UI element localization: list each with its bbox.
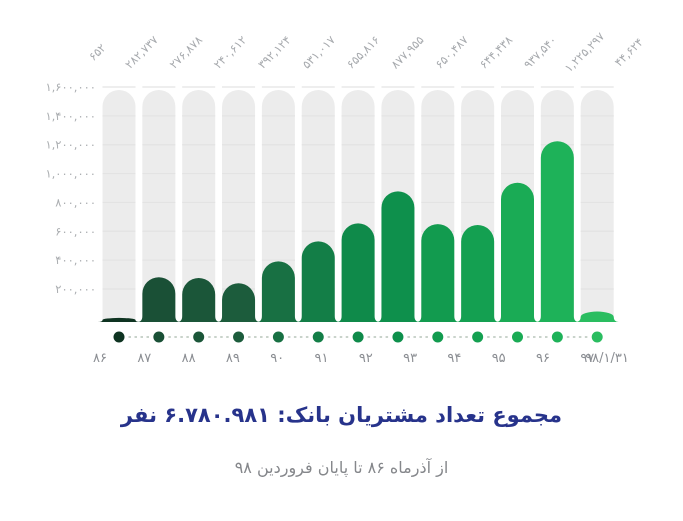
timeline-dot bbox=[312, 331, 324, 343]
y-axis-tick-label: ۶۰۰,۰۰۰ bbox=[55, 224, 96, 238]
bar-track bbox=[142, 90, 176, 322]
x-axis-label: ۹۱ bbox=[315, 351, 329, 366]
bar-value-label: ۵۳۱,۰۱۷ bbox=[299, 33, 338, 72]
timeline-dot bbox=[512, 331, 523, 343]
bar-value-label: ۹۳۷,۵۴۰ bbox=[521, 33, 560, 72]
bar-1 bbox=[97, 317, 141, 322]
bar-9 bbox=[416, 224, 460, 322]
y-axis-tick-label: ۸۰۰,۰۰۰ bbox=[55, 195, 96, 209]
timeline-dot bbox=[392, 331, 404, 343]
x-axis-label: ۹۴ bbox=[447, 351, 461, 366]
y-axis-tick-label: ۱,۴۰۰,۰۰۰ bbox=[45, 109, 96, 123]
timeline-dot bbox=[472, 331, 484, 343]
y-axis-tick-label: ۱,۲۰۰,۰۰۰ bbox=[45, 138, 96, 152]
x-axis-label: ۹۷ bbox=[580, 351, 594, 366]
bar-10 bbox=[456, 225, 500, 322]
timeline-dot bbox=[193, 331, 205, 343]
customers-bar-chart: ۱,۶۰۰,۰۰۰ ۱,۴۰۰,۰۰۰ ۱,۲۰۰,۰۰۰ ۱,۰۰۰,۰۰۰ ۸۰۰,… bbox=[45, 29, 646, 366]
bar-value-label: ۸۷۷,۹۵۵ bbox=[388, 33, 427, 72]
bar-track bbox=[222, 90, 256, 322]
bar-value-label: ۴۴,۶۲۴ bbox=[612, 35, 646, 69]
x-axis-label: ۹۲ bbox=[359, 351, 373, 366]
bar-value-label: ۲۴۰,۶۱۲ bbox=[211, 33, 250, 72]
bar-value-label: ۶۵۲ bbox=[86, 41, 109, 64]
bar-value-label: ۶۵۰,۴۸۷ bbox=[432, 33, 471, 72]
y-axis-tick-label: ۱,۶۰۰,۰۰۰ bbox=[45, 80, 96, 94]
timeline-dot bbox=[591, 331, 603, 343]
bar-value-label: ۳۹۲,۱۲۴ bbox=[255, 33, 294, 72]
x-axis-label: ۹۰ bbox=[270, 351, 284, 366]
bar-13 bbox=[575, 311, 619, 322]
bar-track bbox=[182, 90, 216, 322]
bar-7 bbox=[336, 223, 380, 322]
chart-title: مجموع تعداد مشتریان بانک: ۶.۷۸۰.۹۸۱ نفر bbox=[120, 403, 563, 427]
x-axis-label: ۸۶ bbox=[93, 351, 107, 366]
x-axis-label: ۹۸/۱/۳۱ bbox=[585, 351, 629, 366]
bar-3 bbox=[177, 278, 221, 322]
x-axis-label: ۹۵ bbox=[492, 351, 506, 366]
bar-11 bbox=[496, 182, 539, 322]
x-axis-label: ۸۹ bbox=[226, 351, 240, 366]
x-axis-label: ۹۳ bbox=[403, 351, 417, 366]
bar-value-label: ۶۵۵,۸۱۶ bbox=[344, 33, 383, 72]
bar-5 bbox=[256, 261, 300, 322]
x-axis-label: ۸۸ bbox=[182, 351, 196, 366]
bar-12 bbox=[535, 141, 579, 322]
timeline-dot bbox=[551, 331, 563, 343]
bar-track bbox=[580, 90, 614, 322]
x-axis-label: ۸۷ bbox=[137, 351, 151, 366]
timeline-dot bbox=[352, 331, 364, 343]
bar-8 bbox=[376, 191, 420, 322]
bar-track bbox=[102, 90, 136, 323]
bar-2 bbox=[137, 277, 181, 322]
bar-6 bbox=[296, 241, 340, 322]
bar-value-label: ۶۴۴,۴۳۸ bbox=[477, 33, 516, 72]
timeline-dot bbox=[233, 331, 245, 343]
y-axis-tick-label: ۱,۰۰۰,۰۰۰ bbox=[45, 167, 96, 181]
y-axis-tick-label: ۲۰۰,۰۰۰ bbox=[55, 282, 96, 296]
bar-value-label: ۱,۲۲۵,۲۹۷ bbox=[562, 29, 608, 75]
timeline-dot bbox=[113, 331, 125, 343]
timeline-dot bbox=[432, 331, 444, 343]
chart-subtitle: از آذرماه ۸۶ تا پایان فروردین ۹۸ bbox=[234, 458, 449, 477]
bar-4 bbox=[217, 283, 261, 322]
timeline-dot bbox=[153, 331, 165, 343]
bar-value-label: ۲۷۶,۸۷۸ bbox=[166, 33, 205, 72]
y-axis-tick-label: ۴۰۰,۰۰۰ bbox=[55, 253, 96, 267]
x-axis-label: ۹۶ bbox=[536, 351, 550, 366]
timeline-dot bbox=[272, 331, 284, 343]
bar-value-label: ۲۸۲,۷۳۷ bbox=[122, 33, 161, 72]
